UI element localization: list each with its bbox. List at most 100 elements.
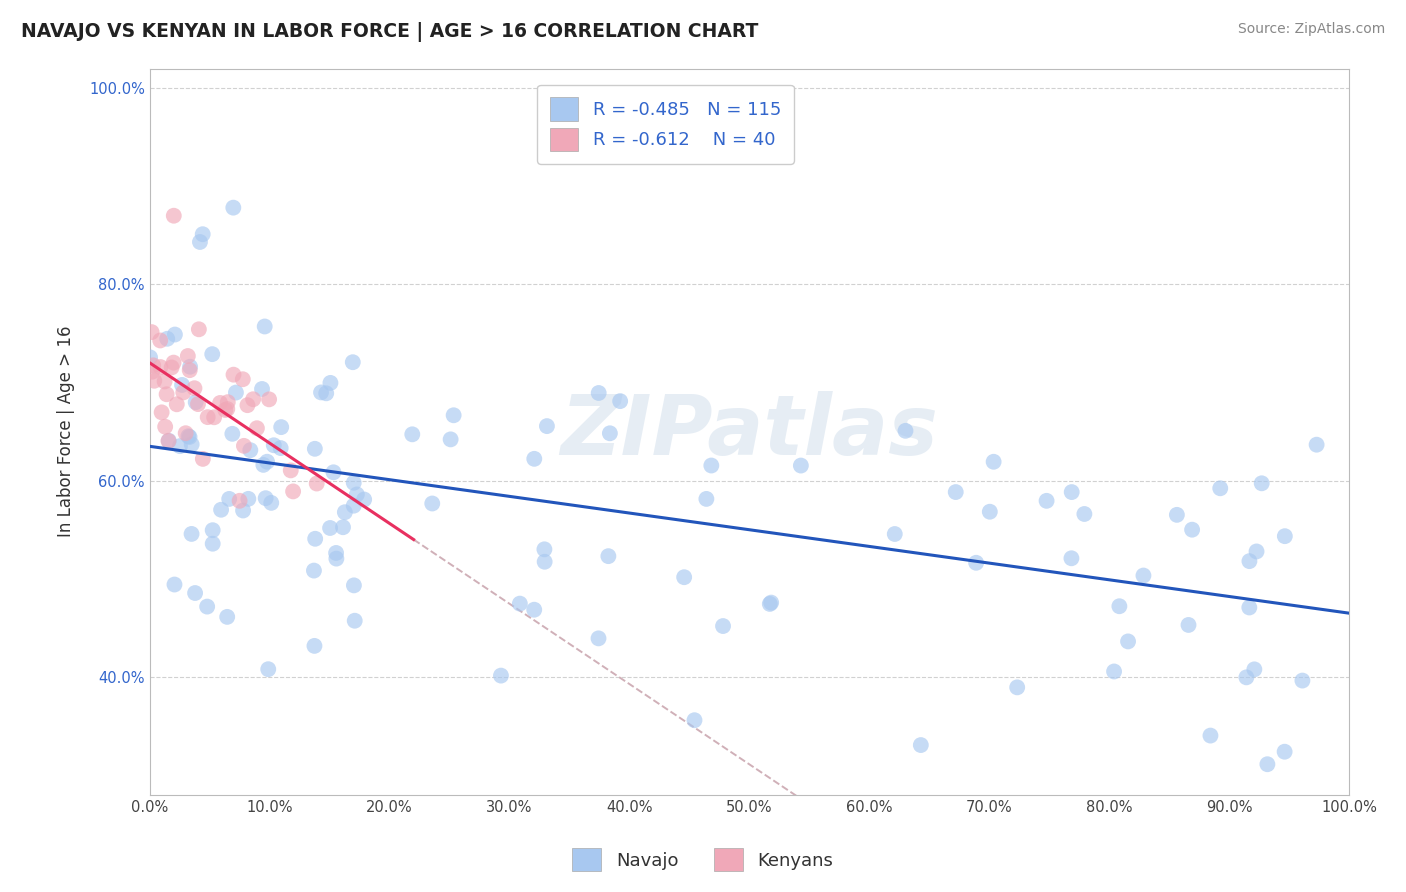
Point bbox=[401, 427, 423, 442]
Point bbox=[1274, 745, 1296, 759]
Point bbox=[172, 385, 194, 400]
Point bbox=[1132, 568, 1154, 582]
Point bbox=[1060, 551, 1083, 566]
Point bbox=[536, 419, 558, 434]
Point bbox=[353, 492, 375, 507]
Point bbox=[1108, 599, 1130, 614]
Point bbox=[790, 458, 813, 473]
Point bbox=[1243, 662, 1265, 676]
Point bbox=[209, 502, 232, 516]
Point bbox=[222, 368, 245, 382]
Point bbox=[894, 424, 917, 438]
Point bbox=[163, 327, 186, 342]
Point bbox=[343, 475, 366, 490]
Point bbox=[179, 359, 201, 374]
Point bbox=[270, 441, 292, 455]
Point bbox=[228, 493, 250, 508]
Point bbox=[156, 387, 179, 401]
Point bbox=[169, 439, 191, 453]
Point bbox=[1199, 729, 1222, 743]
Point bbox=[253, 319, 276, 334]
Point bbox=[319, 521, 342, 535]
Point bbox=[256, 455, 278, 469]
Point bbox=[1234, 670, 1257, 684]
Point bbox=[184, 395, 207, 409]
Point bbox=[280, 463, 302, 477]
Point bbox=[1246, 544, 1268, 558]
Y-axis label: In Labor Force | Age > 16: In Labor Force | Age > 16 bbox=[58, 326, 75, 537]
Point bbox=[333, 505, 356, 519]
Point bbox=[225, 385, 247, 400]
Point bbox=[222, 201, 245, 215]
Legend: R = -0.485   N = 115, R = -0.612    N = 40: R = -0.485 N = 115, R = -0.612 N = 40 bbox=[537, 85, 794, 164]
Point bbox=[1073, 507, 1095, 521]
Point bbox=[420, 496, 443, 510]
Point bbox=[191, 227, 214, 242]
Point bbox=[179, 430, 201, 444]
Point bbox=[180, 527, 202, 541]
Point bbox=[177, 349, 200, 363]
Point bbox=[153, 375, 176, 389]
Point bbox=[1060, 485, 1083, 500]
Point bbox=[759, 597, 782, 611]
Point bbox=[197, 410, 219, 425]
Point bbox=[1116, 634, 1139, 648]
Point bbox=[588, 632, 610, 646]
Point bbox=[1209, 481, 1232, 495]
Point bbox=[191, 451, 214, 466]
Point bbox=[209, 396, 232, 410]
Point bbox=[1274, 529, 1296, 543]
Point bbox=[342, 355, 364, 369]
Point bbox=[157, 434, 180, 448]
Point bbox=[214, 403, 236, 417]
Point bbox=[533, 542, 555, 557]
Point bbox=[302, 564, 325, 578]
Point bbox=[599, 426, 621, 441]
Point bbox=[149, 334, 172, 348]
Point bbox=[910, 738, 932, 752]
Point bbox=[150, 405, 173, 419]
Point bbox=[250, 382, 273, 396]
Point bbox=[440, 433, 463, 447]
Point bbox=[163, 577, 186, 591]
Text: Source: ZipAtlas.com: Source: ZipAtlas.com bbox=[1237, 22, 1385, 37]
Point bbox=[598, 549, 620, 563]
Point bbox=[177, 429, 200, 443]
Point bbox=[263, 438, 285, 452]
Point bbox=[160, 360, 183, 375]
Point bbox=[305, 476, 328, 491]
Point bbox=[979, 505, 1001, 519]
Point bbox=[945, 485, 967, 500]
Point bbox=[1166, 508, 1188, 522]
Point bbox=[187, 322, 209, 336]
Point bbox=[309, 385, 332, 400]
Point bbox=[232, 503, 254, 517]
Point bbox=[201, 347, 224, 361]
Point bbox=[1250, 476, 1272, 491]
Point bbox=[304, 532, 326, 546]
Point bbox=[315, 386, 337, 401]
Point bbox=[281, 484, 304, 499]
Point bbox=[270, 420, 292, 434]
Point bbox=[142, 359, 165, 373]
Point bbox=[695, 491, 717, 506]
Point bbox=[179, 363, 201, 377]
Point bbox=[325, 546, 347, 560]
Point bbox=[163, 209, 186, 223]
Point bbox=[183, 381, 205, 395]
Point bbox=[252, 458, 274, 472]
Point bbox=[217, 610, 239, 624]
Point bbox=[883, 527, 905, 541]
Point bbox=[217, 402, 239, 417]
Point bbox=[188, 235, 211, 249]
Point bbox=[965, 556, 987, 570]
Point bbox=[304, 639, 326, 653]
Point bbox=[257, 392, 280, 407]
Point bbox=[304, 442, 326, 456]
Point bbox=[759, 596, 782, 610]
Point bbox=[174, 426, 197, 441]
Point bbox=[443, 409, 465, 423]
Legend: Navajo, Kenyans: Navajo, Kenyans bbox=[565, 841, 841, 879]
Point bbox=[1177, 618, 1199, 632]
Point bbox=[201, 523, 224, 537]
